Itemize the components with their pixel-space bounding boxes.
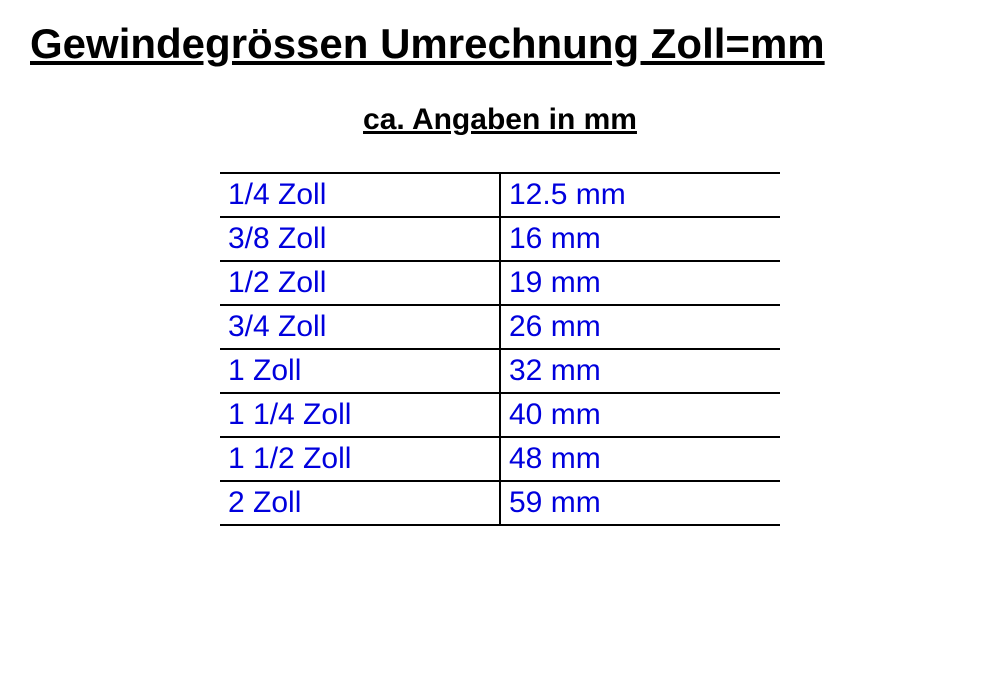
cell-mm: 12.5 mm bbox=[500, 173, 780, 217]
table-row: 1/4 Zoll 12.5 mm bbox=[220, 173, 780, 217]
cell-zoll: 1 1/4 Zoll bbox=[220, 393, 500, 437]
table-row: 1 Zoll 32 mm bbox=[220, 349, 780, 393]
table-row: 3/8 Zoll 16 mm bbox=[220, 217, 780, 261]
conversion-table: 1/4 Zoll 12.5 mm 3/8 Zoll 16 mm 1/2 Zoll… bbox=[220, 172, 780, 526]
cell-mm: 26 mm bbox=[500, 305, 780, 349]
cell-zoll: 1/2 Zoll bbox=[220, 261, 500, 305]
cell-mm: 19 mm bbox=[500, 261, 780, 305]
cell-mm: 32 mm bbox=[500, 349, 780, 393]
cell-zoll: 1/4 Zoll bbox=[220, 173, 500, 217]
cell-mm: 48 mm bbox=[500, 437, 780, 481]
cell-mm: 59 mm bbox=[500, 481, 780, 525]
table-row: 2 Zoll 59 mm bbox=[220, 481, 780, 525]
cell-zoll: 3/4 Zoll bbox=[220, 305, 500, 349]
table-container: 1/4 Zoll 12.5 mm 3/8 Zoll 16 mm 1/2 Zoll… bbox=[30, 172, 970, 526]
cell-zoll: 1 1/2 Zoll bbox=[220, 437, 500, 481]
cell-zoll: 3/8 Zoll bbox=[220, 217, 500, 261]
table-row: 1 1/2 Zoll 48 mm bbox=[220, 437, 780, 481]
page-subtitle: ca. Angaben in mm bbox=[30, 103, 970, 137]
page-title: Gewindegrössen Umrechnung Zoll=mm bbox=[30, 20, 970, 68]
table-row: 1/2 Zoll 19 mm bbox=[220, 261, 780, 305]
table-row: 3/4 Zoll 26 mm bbox=[220, 305, 780, 349]
cell-zoll: 1 Zoll bbox=[220, 349, 500, 393]
cell-zoll: 2 Zoll bbox=[220, 481, 500, 525]
cell-mm: 16 mm bbox=[500, 217, 780, 261]
table-row: 1 1/4 Zoll 40 mm bbox=[220, 393, 780, 437]
cell-mm: 40 mm bbox=[500, 393, 780, 437]
